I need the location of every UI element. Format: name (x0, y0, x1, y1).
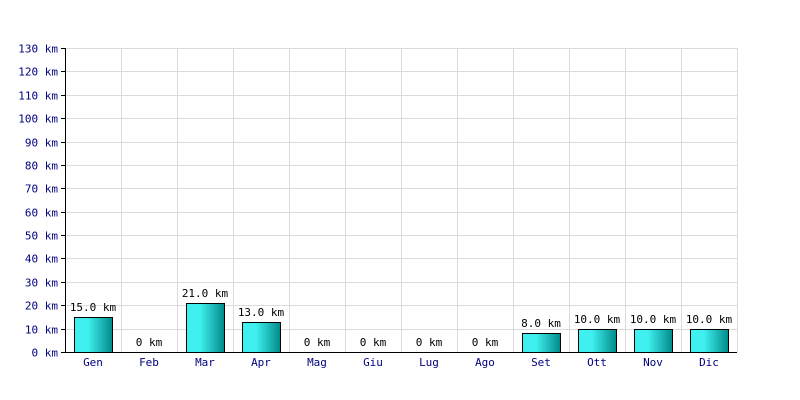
bar-mar (186, 303, 225, 353)
x-tick-label-ago: Ago (475, 356, 495, 369)
y-tick-label: 30 km (25, 277, 58, 290)
bar-apr (242, 322, 281, 353)
data-label-mar: 21.0 km (182, 287, 229, 300)
data-label-nov: 10.0 km (630, 313, 677, 326)
data-label-giu: 0 km (360, 336, 387, 349)
bar-set (522, 333, 561, 353)
y-tick-label: 10 km (25, 324, 58, 337)
y-tick-label: 60 km (25, 207, 58, 220)
y-tick-label: 0 km (32, 347, 59, 360)
data-label-ago: 0 km (472, 336, 499, 349)
data-labels: 15.0 km 0 km 21.0 km 13.0 km 0 km 0 km 0 km 0 k… (70, 287, 733, 349)
y-tick-label: 50 km (25, 230, 58, 243)
x-tick-label-mar: Mar (195, 356, 215, 369)
axes (61, 48, 737, 353)
bar-ott (578, 329, 617, 353)
y-tick-label: 80 km (25, 160, 58, 173)
x-tick-label-lug: Lug (419, 356, 439, 369)
data-label-feb: 0 km (136, 336, 163, 349)
bar-dic (690, 329, 729, 353)
data-label-ott: 10.0 km (574, 313, 621, 326)
data-label-apr: 13.0 km (238, 306, 285, 319)
data-label-dic: 10.0 km (686, 313, 733, 326)
x-tick-label-mag: Mag (307, 356, 327, 369)
y-tick-label: 70 km (25, 183, 58, 196)
x-tick-label-gen: Gen (83, 356, 103, 369)
x-tick-label-ott: Ott (587, 356, 607, 369)
y-tick-label: 130 km (18, 43, 58, 56)
y-tick-label: 90 km (25, 137, 58, 150)
data-label-lug: 0 km (416, 336, 443, 349)
y-tick-label: 120 km (18, 66, 58, 79)
x-tick-label-dic: Dic (699, 356, 719, 369)
x-tick-label-feb: Feb (139, 356, 159, 369)
bar-gen (74, 317, 113, 353)
x-axis-tick-labels: Gen Feb Mar Apr Mag Giu Lug Ago Set Ott Nov Dic (83, 356, 719, 369)
data-label-gen: 15.0 km (70, 301, 117, 314)
x-tick-label-nov: Nov (643, 356, 663, 369)
y-axis-tick-labels: 0 km 10 km 20 km 30 km 40 km 50 km 60 km 70 km 8… (18, 43, 58, 360)
y-tick-label: 40 km (25, 253, 58, 266)
data-label-mag: 0 km (304, 336, 331, 349)
bar-nov (634, 329, 673, 353)
y-tick-label: 100 km (18, 113, 58, 126)
y-tick-label: 20 km (25, 300, 58, 313)
y-tick-label: 110 km (18, 90, 58, 103)
x-tick-label-apr: Apr (251, 356, 271, 369)
x-tick-label-set: Set (531, 356, 551, 369)
grid (65, 48, 738, 352)
data-label-set: 8.0 km (521, 317, 561, 330)
x-tick-label-giu: Giu (363, 356, 383, 369)
